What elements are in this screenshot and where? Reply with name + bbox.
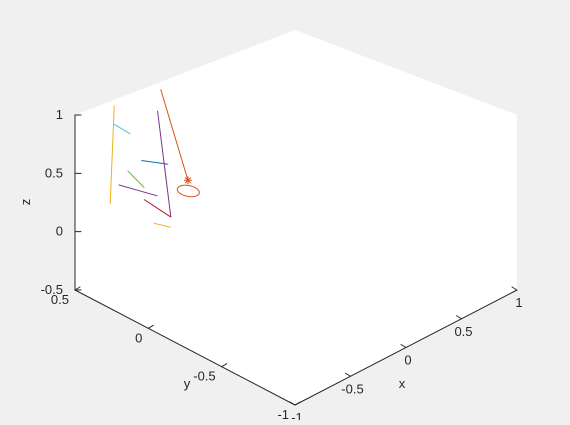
x-tick-mark [400, 344, 407, 348]
x-tick-mark [289, 401, 296, 406]
y-tick-mark [147, 324, 154, 329]
x-tick-mark [345, 372, 351, 377]
axes-background [75, 30, 517, 405]
series-line-6 [109, 105, 115, 204]
data-markers [183, 176, 192, 185]
z-tick-label: 1 [56, 107, 63, 122]
x-tick-label: 0.5 [454, 324, 472, 339]
series-line-9 [143, 199, 172, 218]
data-series [109, 89, 200, 228]
series-loop [176, 184, 200, 198]
x-tick-label: -1 [291, 410, 303, 420]
series-line-8 [153, 222, 172, 228]
asterisk-marker [183, 176, 192, 185]
series-line-3 [127, 170, 145, 188]
y-tick-mark [221, 363, 228, 368]
x-tick-label: 1 [515, 295, 522, 310]
x-tick-mark [511, 286, 518, 291]
asterisk-stroke [184, 177, 192, 184]
y-axis-line [74, 289, 296, 406]
z-tick-label: 0.5 [45, 165, 63, 180]
x-axis-label: x [399, 376, 406, 391]
y-axis-label: y [184, 376, 191, 391]
series-line-2 [113, 123, 131, 135]
z-tick-label: -0.5 [41, 282, 63, 297]
y-tick-label: -0.5 [193, 369, 215, 384]
z-tick-label: 0 [56, 224, 63, 239]
axis-ticks: -1-0.500.51-1-0.500.5-0.500.51 [41, 107, 523, 425]
x-tick-mark [456, 315, 462, 320]
series-line-1 [160, 89, 189, 181]
x-tick-label: 0 [404, 353, 411, 368]
y-tick-label: -1 [277, 407, 289, 420]
y-tick-label: 0.5 [51, 292, 69, 307]
series-line-5 [157, 110, 172, 218]
x-tick-label: -0.5 [341, 381, 363, 396]
y-tick-label: 0 [135, 330, 142, 345]
series-line-7 [118, 184, 158, 197]
y-tick-mark [294, 401, 301, 406]
z-axis-label: z [18, 199, 33, 206]
